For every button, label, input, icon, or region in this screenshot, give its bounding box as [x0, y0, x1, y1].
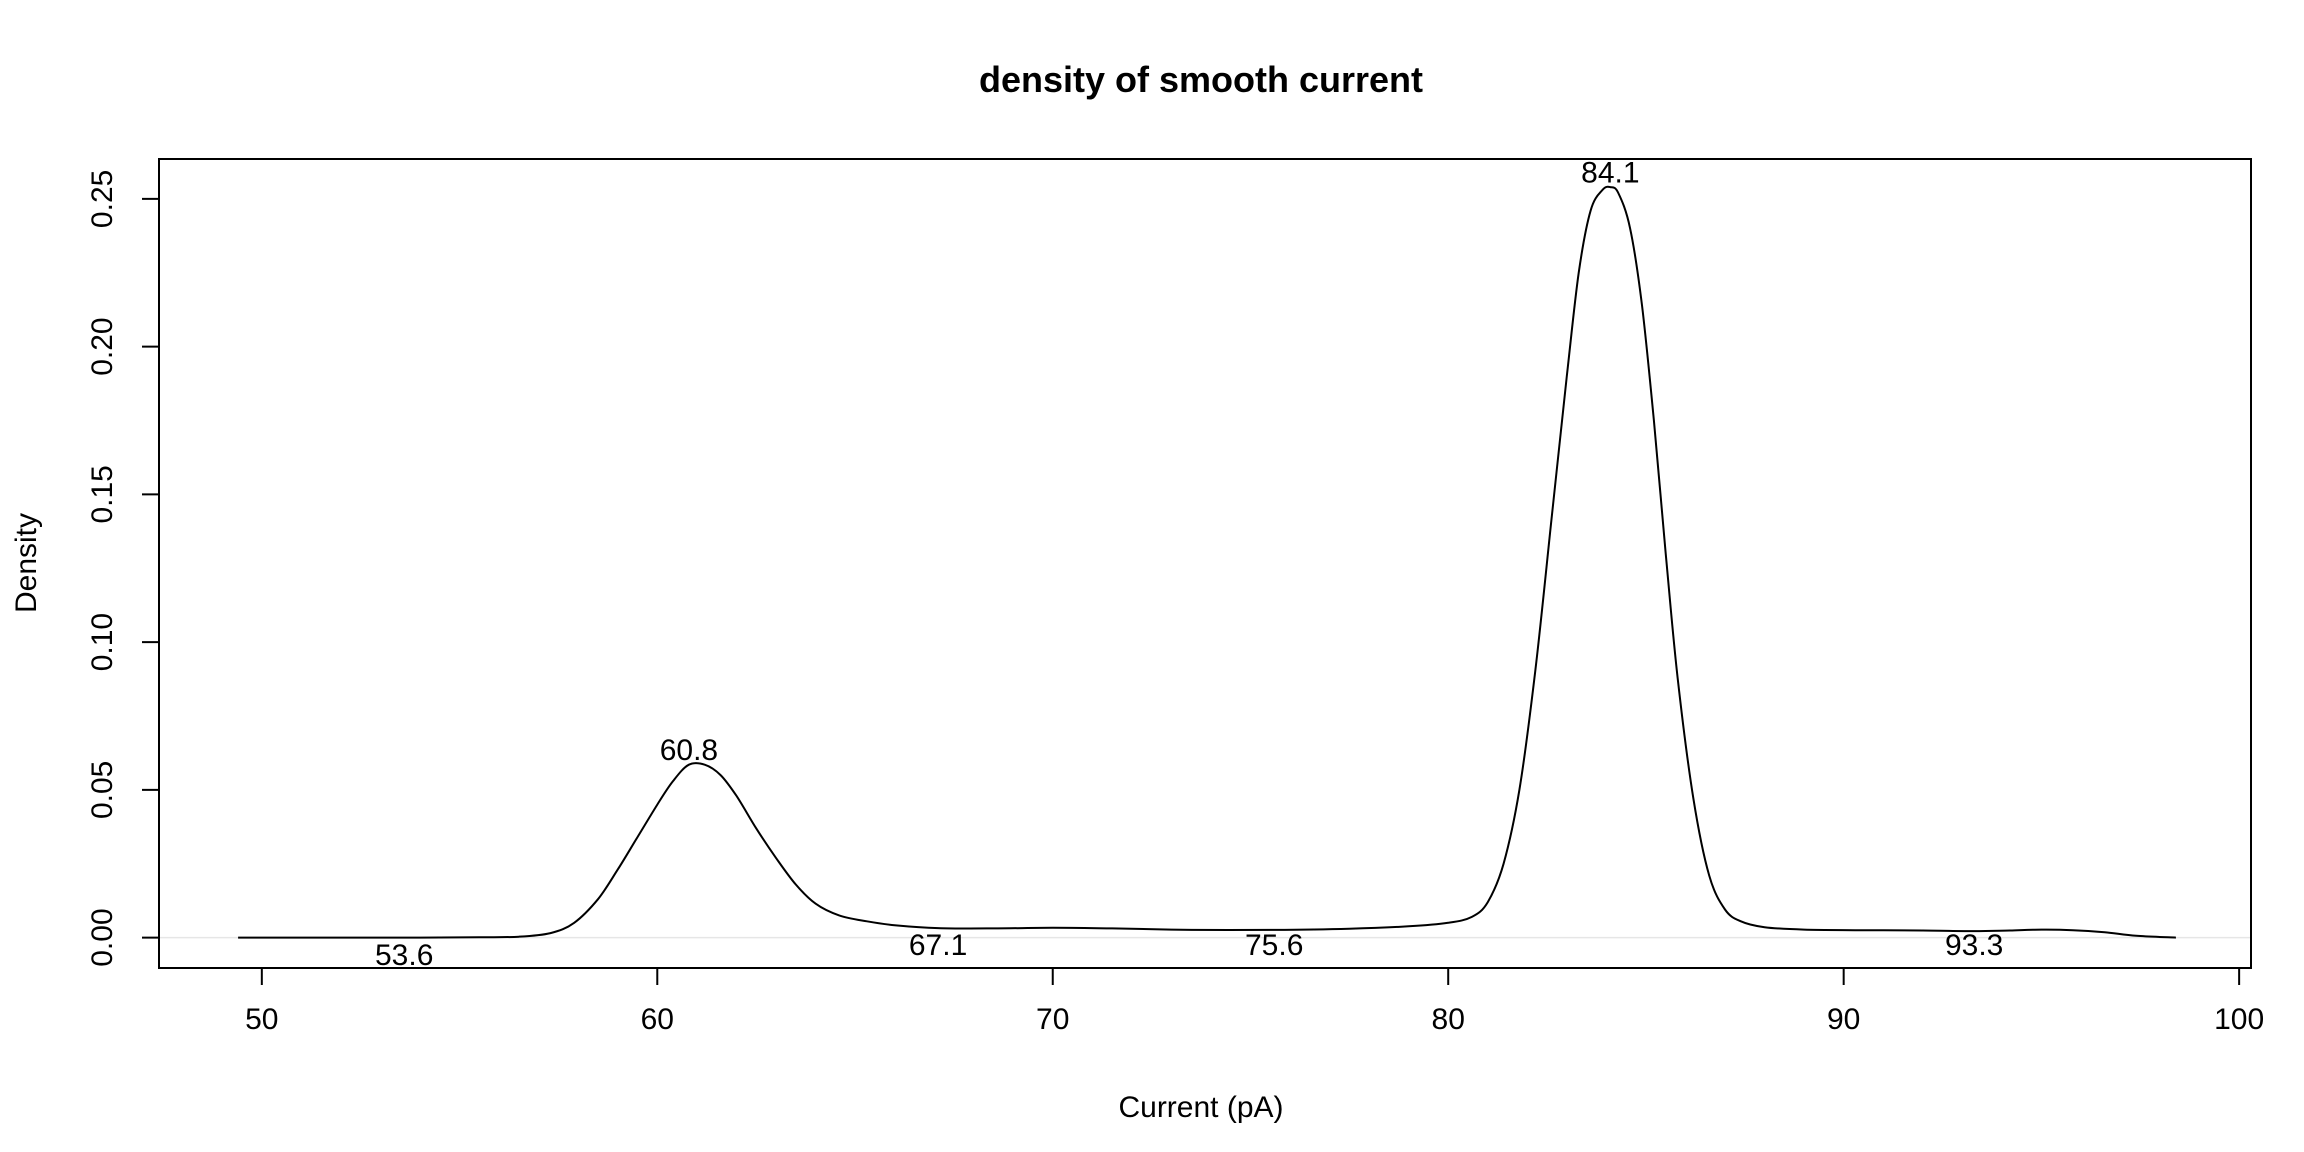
- peak-label: 60.8: [660, 734, 718, 767]
- y-tick-label: 0.15: [86, 465, 119, 523]
- x-tick-label: 90: [1827, 1003, 1860, 1036]
- chart-title: density of smooth current: [979, 59, 1423, 100]
- y-tick-label: 0.10: [86, 613, 119, 671]
- plot-frame: [158, 158, 2252, 969]
- peak-label: 93.3: [1945, 929, 2003, 962]
- density-curve: [238, 185, 2176, 939]
- x-tick-label: 80: [1432, 1003, 1465, 1036]
- x-tick-label: 60: [641, 1003, 674, 1036]
- y-tick-label: 0.25: [86, 170, 119, 228]
- y-axis-label: Density: [10, 513, 43, 613]
- y-tick-label: 0.05: [86, 761, 119, 819]
- x-axis-label: Current (pA): [1118, 1091, 1283, 1124]
- x-tick-label: 100: [2214, 1003, 2264, 1036]
- y-tick-label: 0.00: [86, 908, 119, 966]
- y-axis: 0.00 0.05 0.10 0.15 0.20 0.25: [86, 170, 160, 967]
- peak-label: 67.1: [909, 929, 967, 962]
- y-tick-label: 0.20: [86, 317, 119, 375]
- x-tick-label: 70: [1036, 1003, 1069, 1036]
- x-tick-label: 50: [245, 1003, 278, 1036]
- peak-annotations: 53.6 60.8 67.1 75.6 84.1 93.3: [375, 156, 2003, 971]
- peak-label: 53.6: [375, 939, 433, 972]
- peak-label: 84.1: [1581, 156, 1639, 189]
- peak-label: 75.6: [1245, 929, 1303, 962]
- x-axis: 50 60 70 80 90 100: [245, 967, 2264, 1036]
